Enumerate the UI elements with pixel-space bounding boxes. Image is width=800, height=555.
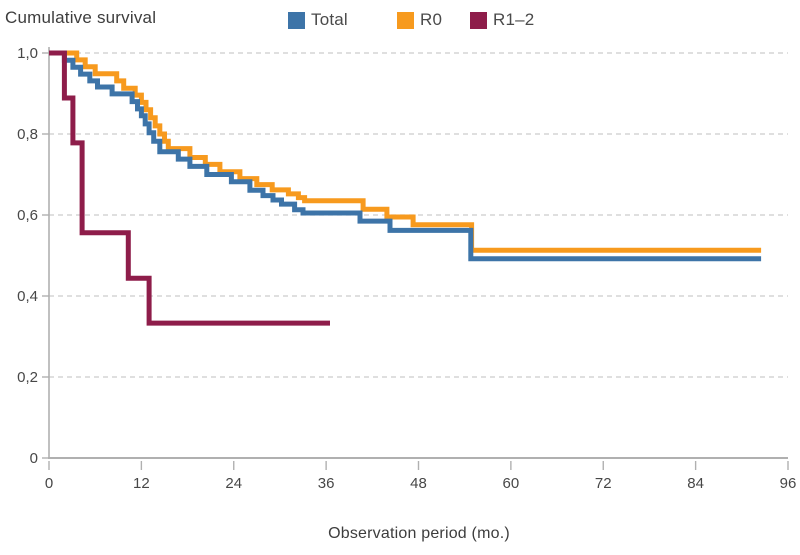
x-tick-label: 60 <box>503 475 520 492</box>
legend-label: R0 <box>420 10 443 29</box>
x-tick-label: 0 <box>45 475 53 492</box>
y-tick-label: 0,2 <box>17 369 38 386</box>
survival-curve-r0 <box>49 50 762 253</box>
legend-item-total: Total <box>288 10 348 30</box>
chart-title: Cumulative survival <box>5 8 157 27</box>
legend-item-r0: R0 <box>397 10 442 30</box>
survival-curve-r1-2 <box>49 50 330 326</box>
x-tick-label: 96 <box>780 475 797 492</box>
x-tick-label: 84 <box>687 475 704 492</box>
y-tick-label: 0,4 <box>17 288 38 305</box>
x-tick-label: 12 <box>133 475 150 492</box>
legend-swatch-icon <box>288 11 305 29</box>
chart-legend: Total R0 R1–2 <box>0 0 800 36</box>
y-tick-label: 1,0 <box>17 45 38 62</box>
legend-swatch-icon <box>397 11 414 29</box>
legend-item-r1-2: R1–2 <box>470 10 534 30</box>
legend-swatch-icon <box>470 11 487 29</box>
y-tick-label: 0,6 <box>17 207 38 224</box>
x-tick-label: 72 <box>595 475 612 492</box>
x-axis-title: Observation period (mo.) <box>328 525 510 542</box>
legend-label: R1–2 <box>493 10 535 29</box>
x-tick-label: 36 <box>318 475 335 492</box>
legend-label: Total <box>311 10 348 29</box>
survival-curve-total <box>49 50 762 262</box>
x-tick-label: 48 <box>410 475 427 492</box>
x-tick-label: 24 <box>225 475 242 492</box>
y-tick-label: 0,8 <box>17 126 38 143</box>
y-tick-label: 0 <box>30 450 38 467</box>
